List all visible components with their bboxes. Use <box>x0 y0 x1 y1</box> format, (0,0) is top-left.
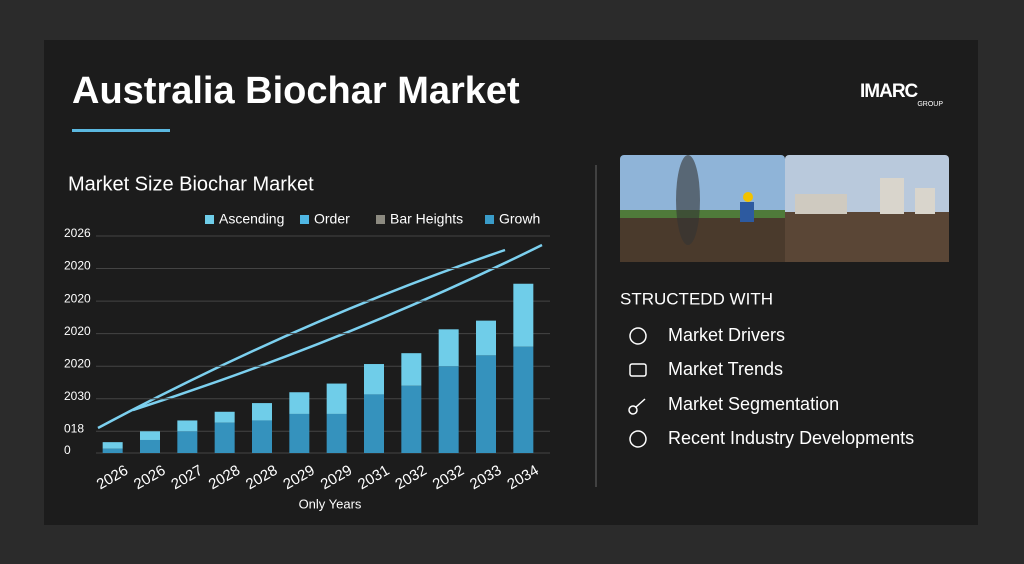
bar-segment <box>177 420 198 432</box>
bar-segment <box>289 413 310 453</box>
y-tick-label: 2030 <box>64 389 91 403</box>
bar-segment <box>102 448 123 453</box>
bar-segment <box>438 366 459 453</box>
bar-segment <box>177 431 198 453</box>
icons <box>628 327 647 448</box>
card <box>44 40 978 525</box>
legend-swatch <box>376 215 385 224</box>
y-tick-label: 2020 <box>64 291 91 305</box>
bar-segment <box>326 413 347 453</box>
bar-segment <box>214 411 235 423</box>
brand-sub: GROUP <box>917 101 943 108</box>
y-tick-label: 2020 <box>64 324 91 338</box>
bar-segment <box>401 385 422 453</box>
bar-segment <box>401 353 422 386</box>
legend-swatch <box>300 215 309 224</box>
title-underline <box>72 129 170 132</box>
legend-swatch <box>485 215 494 224</box>
sidebar-item: Market Drivers <box>668 325 785 345</box>
bar-segment <box>214 422 235 453</box>
title: Australia Biochar Market <box>72 70 520 112</box>
bar-segment <box>438 329 459 367</box>
sidebar-item: Recent Industry Developments <box>668 428 914 448</box>
chart-title: Market Size Biochar Market <box>68 173 314 195</box>
y-tick-label: 2020 <box>64 356 91 370</box>
x-axis-title: Only Years <box>299 496 362 511</box>
bar-segment <box>252 420 272 453</box>
legend-label: Order <box>314 211 350 227</box>
bar-segment <box>513 283 534 347</box>
legend-label: Bar Heights <box>390 211 463 227</box>
y-tick-label: 2026 <box>64 226 91 240</box>
bar-segment <box>364 394 384 453</box>
bar-segment <box>364 364 384 395</box>
photo <box>620 155 949 262</box>
sidebar-heading: STRUCTEDD WITH <box>620 289 773 308</box>
bar-segment <box>252 403 272 421</box>
bar-segment <box>326 383 347 414</box>
y-tick-label: 2020 <box>64 259 91 273</box>
bar-segment <box>476 355 496 453</box>
brand: IMARC <box>860 81 919 102</box>
y-tick-label: 0 <box>64 443 71 457</box>
legend-swatch <box>205 215 214 224</box>
bar-segment <box>513 346 534 453</box>
bar-segment <box>140 439 160 453</box>
legend-label: Ascending <box>219 211 284 227</box>
sidebar-item: Market Trends <box>668 359 783 379</box>
bar-segment <box>140 431 160 440</box>
y-tick-label: 018 <box>64 421 84 435</box>
bar-segment <box>476 320 496 356</box>
bar-segment <box>289 392 310 414</box>
legend-label: Growh <box>499 211 540 227</box>
bar-segment <box>102 442 123 449</box>
sidebar-item: Market Segmentation <box>668 394 839 414</box>
